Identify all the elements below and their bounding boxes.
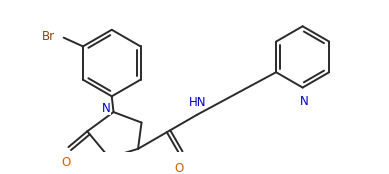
Text: N: N xyxy=(102,102,111,115)
Text: Br: Br xyxy=(42,30,55,43)
Text: HN: HN xyxy=(188,96,206,109)
Text: N: N xyxy=(300,94,309,108)
Text: O: O xyxy=(175,162,184,174)
Text: O: O xyxy=(61,156,70,169)
